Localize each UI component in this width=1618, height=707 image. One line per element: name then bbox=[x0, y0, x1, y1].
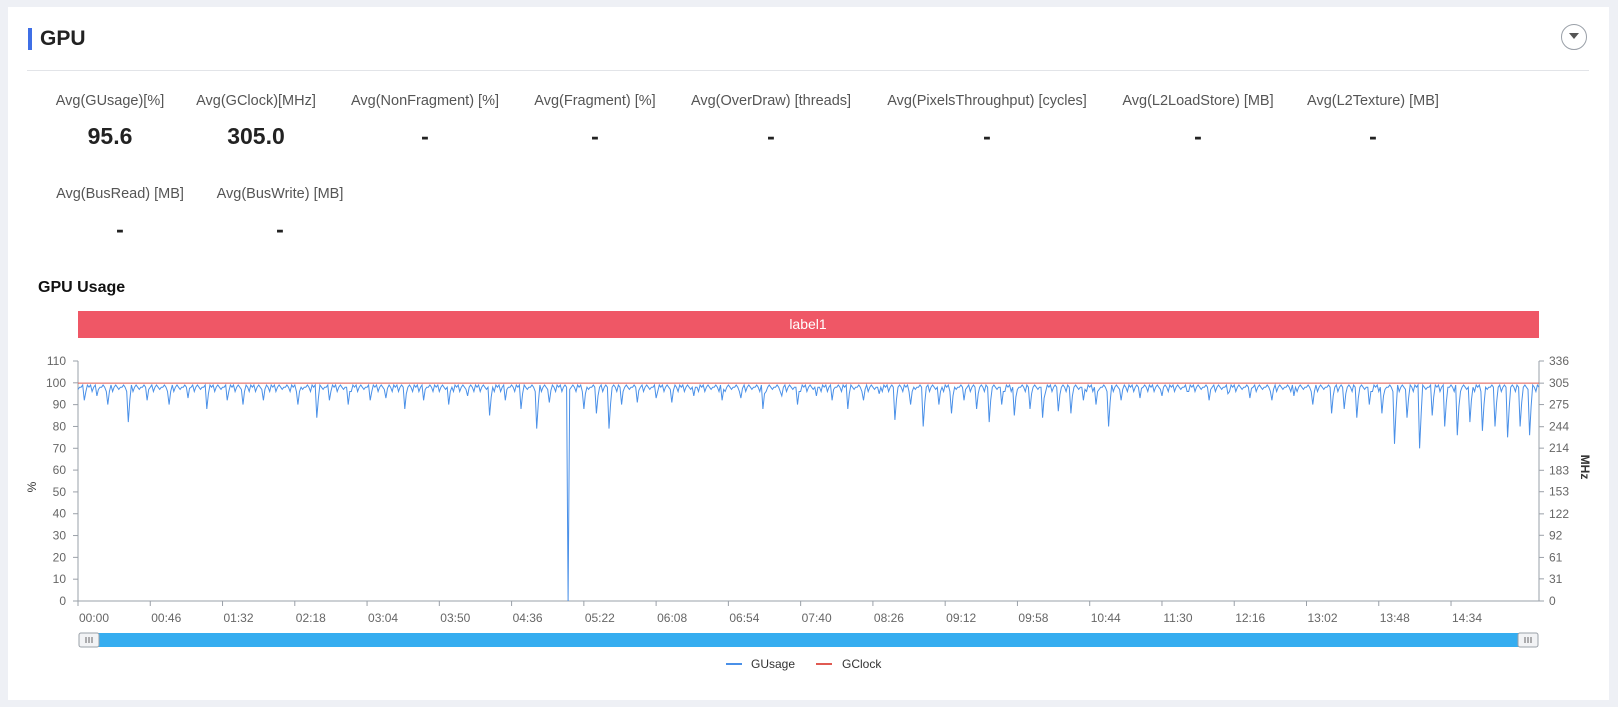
metric-value: - bbox=[116, 216, 124, 242]
y-axis-left: 0 10 20 30 40 50 60 70 80 90 100 110 bbox=[46, 354, 79, 608]
metric-label: Avg(L2LoadStore) [MB] bbox=[1122, 93, 1274, 109]
x-axis: 00:00 00:46 01:32 02:18 03:04 03:50 04:36 05:22… bbox=[77, 600, 1539, 625]
collapse-button[interactable] bbox=[1561, 24, 1587, 50]
metric-label: Avg(BusRead) [MB] bbox=[56, 186, 184, 202]
section-title: GPU Usage bbox=[38, 279, 126, 296]
metric-gclock: Avg(GClock)[MHz] 305.0 bbox=[196, 91, 316, 151]
series-line-gusage bbox=[77, 383, 1540, 602]
y-left-tick-label: 60 bbox=[53, 463, 67, 477]
x-tick-label: 08:26 bbox=[874, 611, 904, 625]
y-left-tick-label: 30 bbox=[53, 529, 67, 543]
chart-series bbox=[77, 382, 1540, 602]
x-tick-label: 09:12 bbox=[946, 611, 976, 625]
x-tick-label: 06:08 bbox=[657, 611, 687, 625]
y-axis-right: 0 31 61 92 122 153 183 214 244 275 305 336 bbox=[1538, 354, 1569, 608]
metric-pixelsthroughput: Avg(PixelsThroughput) [cycles] - bbox=[887, 91, 1087, 151]
legend-label-gclock: GClock bbox=[842, 657, 882, 671]
y-right-tick-label: 153 bbox=[1549, 485, 1569, 499]
y-right-tick-label: 214 bbox=[1549, 441, 1569, 455]
y-right-tick-label: 92 bbox=[1549, 528, 1563, 542]
x-tick-label: 10:44 bbox=[1091, 611, 1121, 625]
y-left-tick-label: 20 bbox=[53, 550, 67, 564]
metric-value: - bbox=[421, 123, 429, 149]
x-tick-label: 03:50 bbox=[440, 611, 470, 625]
legend-item-gclock[interactable]: GClock bbox=[816, 657, 882, 671]
y-left-tick-label: 100 bbox=[46, 376, 66, 390]
y-left-tick-label: 110 bbox=[47, 354, 66, 368]
metric-label: Avg(Fragment) [%] bbox=[534, 93, 656, 109]
metric-value: - bbox=[1369, 123, 1377, 149]
metric-label: Avg(OverDraw) [threads] bbox=[690, 93, 852, 109]
metric-label: Avg(NonFragment) [%] bbox=[350, 93, 500, 109]
metric-value: - bbox=[276, 216, 284, 242]
x-tick-label: 13:02 bbox=[1307, 611, 1337, 625]
metric-label: Avg(GUsage)[%] bbox=[55, 93, 165, 109]
page-title: GPU bbox=[40, 27, 86, 50]
y-right-tick-label: 0 bbox=[1549, 594, 1556, 608]
x-tick-label: 12:16 bbox=[1235, 611, 1265, 625]
header-divider bbox=[27, 70, 1589, 71]
y-left-tick-label: 90 bbox=[53, 398, 67, 412]
metric-fragment: Avg(Fragment) [%] - bbox=[534, 91, 655, 151]
y-right-tick-label: 31 bbox=[1549, 572, 1563, 586]
gpu-panel bbox=[8, 7, 1609, 700]
y-right-unit: MHz bbox=[1578, 455, 1592, 480]
x-tick-label: 09:58 bbox=[1018, 611, 1048, 625]
x-tick-label: 05:22 bbox=[585, 611, 615, 625]
y-right-tick-label: 305 bbox=[1549, 376, 1569, 390]
y-right-tick-label: 122 bbox=[1549, 507, 1569, 521]
y-right-tick-label: 336 bbox=[1549, 354, 1569, 368]
y-left-tick-label: 10 bbox=[53, 572, 67, 586]
x-tick-label: 11:30 bbox=[1163, 611, 1192, 625]
y-right-tick-label: 275 bbox=[1549, 398, 1569, 412]
x-tick-label: 03:04 bbox=[368, 611, 398, 625]
legend: GUsage GClock bbox=[726, 657, 882, 671]
metric-busread: Avg(BusRead) [MB] - bbox=[56, 184, 184, 244]
metric-buswrite: Avg(BusWrite) [MB] - bbox=[217, 184, 344, 244]
metric-l2texture: Avg(L2Texture) [MB] - bbox=[1307, 91, 1439, 151]
range-slider[interactable] bbox=[78, 632, 1539, 648]
y-left-tick-label: 40 bbox=[53, 507, 67, 521]
label-band bbox=[78, 311, 1539, 338]
metric-value: - bbox=[1194, 123, 1202, 149]
x-tick-label: 01:32 bbox=[224, 611, 254, 625]
x-tick-label: 00:46 bbox=[151, 611, 181, 625]
metric-label: Avg(GClock)[MHz] bbox=[196, 93, 316, 109]
title-accent-bar bbox=[28, 28, 32, 50]
y-left-tick-label: 70 bbox=[53, 441, 67, 455]
y-right-tick-label: 244 bbox=[1549, 420, 1569, 434]
metric-value: - bbox=[983, 123, 991, 149]
metric-value: - bbox=[767, 123, 775, 149]
metric-overdraw: Avg(OverDraw) [threads] - bbox=[691, 91, 851, 151]
y-right-tick-label: 61 bbox=[1549, 550, 1563, 564]
metric-value: 95.6 bbox=[87, 123, 133, 149]
x-tick-label: 02:18 bbox=[296, 611, 326, 625]
legend-label-gusage: GUsage bbox=[751, 657, 795, 671]
y-left-tick-label: 80 bbox=[53, 419, 67, 433]
y-left-tick-label: 0 bbox=[59, 594, 66, 608]
label-band-text: label1 bbox=[789, 316, 827, 332]
metric-gusage: Avg(GUsage)[%] 95.6 bbox=[56, 91, 165, 151]
metric-value: - bbox=[591, 123, 599, 149]
y-left-tick-label: 50 bbox=[53, 485, 67, 499]
metric-l2loadstore: Avg(L2LoadStore) [MB] - bbox=[1122, 91, 1273, 151]
chevron-down-icon bbox=[1569, 33, 1579, 39]
slider-track bbox=[85, 633, 1534, 647]
metric-label: Avg(PixelsThroughput) [cycles] bbox=[887, 93, 1087, 109]
y-left-unit: % bbox=[25, 481, 39, 492]
metric-label: Avg(BusWrite) [MB] bbox=[216, 186, 344, 202]
metric-nonfragment: Avg(NonFragment) [%] - bbox=[351, 91, 499, 151]
metric-value: 305.0 bbox=[227, 123, 285, 149]
x-tick-label: 06:54 bbox=[729, 611, 759, 625]
legend-item-gusage[interactable]: GUsage bbox=[726, 657, 795, 671]
x-tick-label: 14:34 bbox=[1452, 611, 1482, 625]
y-right-tick-label: 183 bbox=[1549, 463, 1569, 477]
metric-label: Avg(L2Texture) [MB] bbox=[1307, 93, 1439, 109]
x-tick-label: 04:36 bbox=[513, 611, 543, 625]
x-tick-label: 00:00 bbox=[79, 611, 109, 625]
x-tick-label: 07:40 bbox=[802, 611, 832, 625]
x-tick-label: 13:48 bbox=[1380, 611, 1410, 625]
